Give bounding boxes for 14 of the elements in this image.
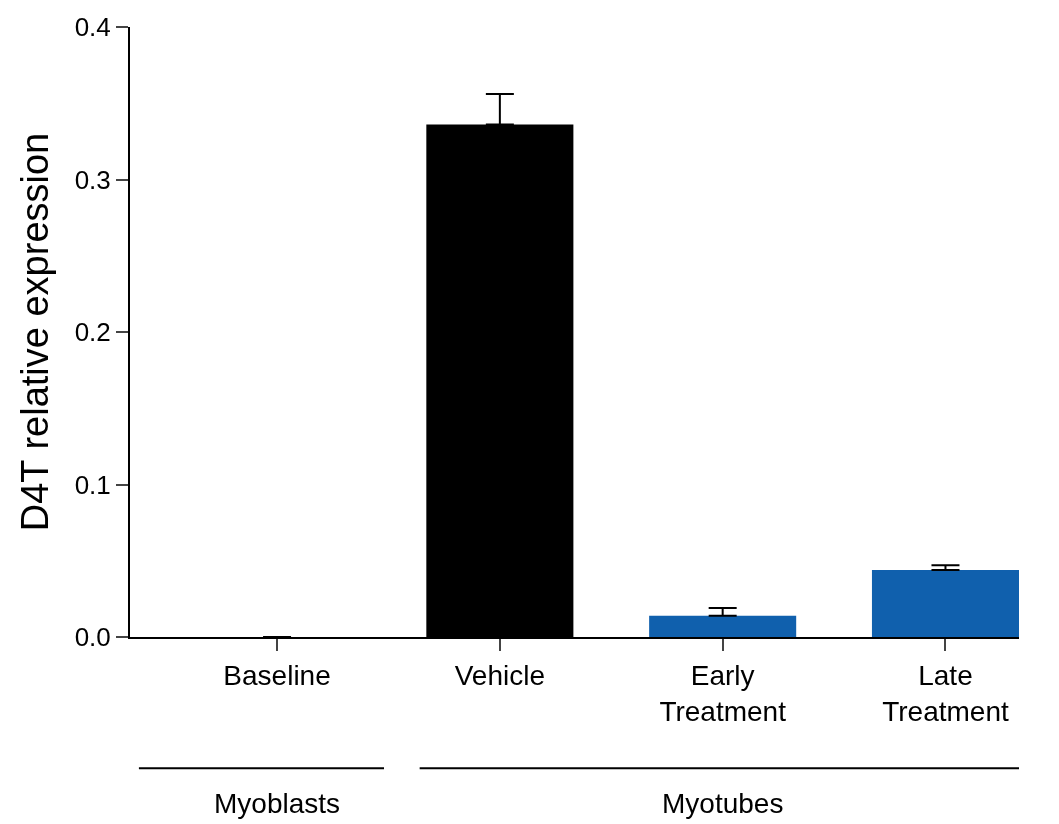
x-tick-label: Late Treatment [882, 659, 1009, 727]
x-tick-label: Baseline [223, 659, 331, 691]
x-tick-label: Early Treatment [659, 659, 787, 727]
text: Myoblasts [214, 788, 341, 819]
y-tick-label: 0.2 [74, 317, 111, 348]
text: Myotubes [662, 788, 784, 819]
x-tick-label: Vehicle [454, 659, 546, 691]
bar [871, 569, 1019, 637]
y-axis-title: D4T relative expression [14, 132, 57, 532]
y-tick-label: 0.0 [74, 622, 111, 653]
y-tick-label: 0.4 [74, 12, 111, 43]
bar [649, 615, 797, 637]
y-tick-label: 0.1 [74, 469, 111, 500]
y-tick-label: 0.3 [74, 164, 111, 195]
